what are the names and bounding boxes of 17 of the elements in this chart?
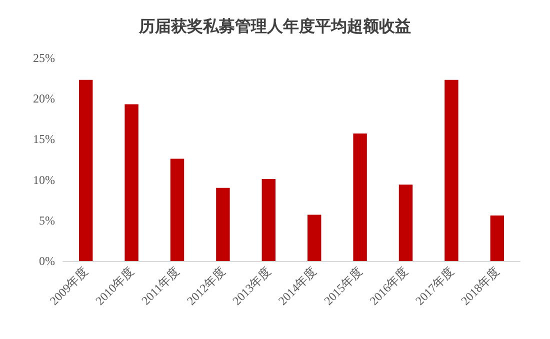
y-tick-label: 20% (33, 92, 55, 106)
y-tick-label: 10% (33, 172, 55, 187)
y-tick-label: 0% (39, 254, 55, 268)
bar (490, 216, 504, 261)
bar (124, 104, 138, 261)
y-tick-label: 5% (39, 213, 55, 228)
y-tick-label: 25% (33, 51, 55, 65)
y-tick-label: 15% (33, 132, 55, 146)
bar (398, 184, 413, 261)
bar (353, 134, 367, 261)
bar (307, 214, 322, 261)
chart-title: 历届获奖私募管理人年度平均超额收益 (138, 16, 411, 36)
bar (170, 158, 184, 261)
bar (216, 188, 230, 261)
bar (262, 178, 276, 261)
bar (444, 80, 458, 261)
bar (78, 80, 93, 261)
